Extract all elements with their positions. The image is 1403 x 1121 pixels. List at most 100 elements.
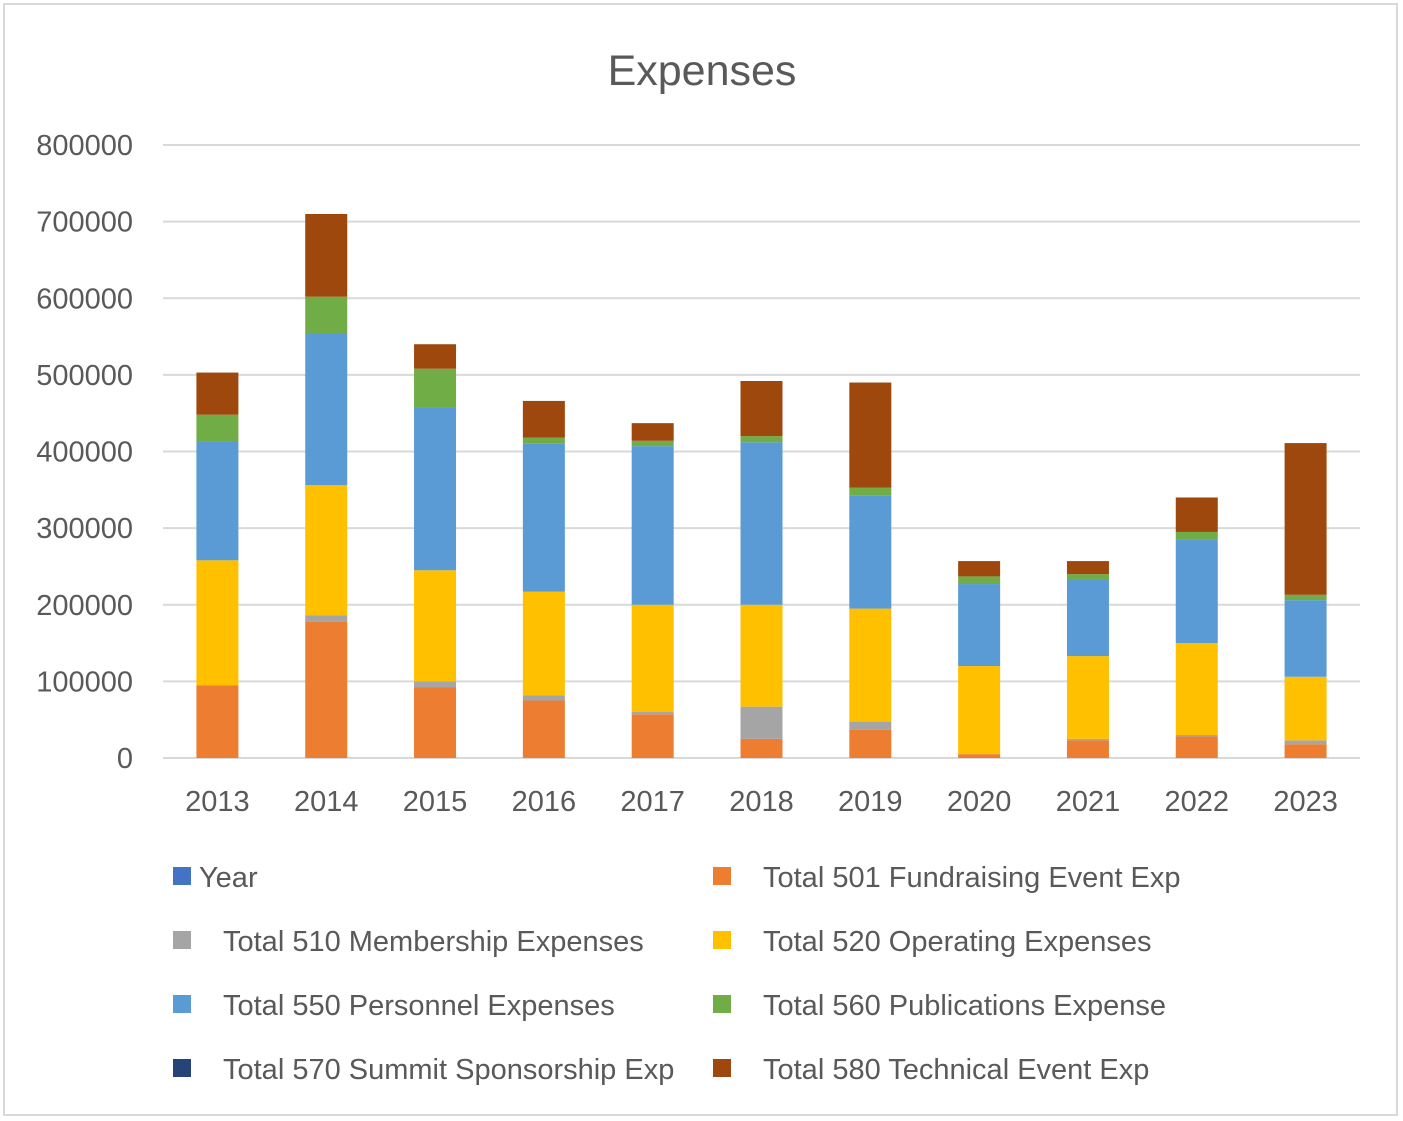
legend-swatch [713, 1059, 731, 1077]
x-tick-label: 2020 [947, 786, 1012, 818]
bar-segment [1066, 579, 1109, 657]
legend-label: Total 570 Summit Sponsorship Exp [223, 1054, 674, 1086]
bar-segment [522, 437, 565, 444]
legend-label: Total 550 Personnel Expenses [223, 990, 615, 1022]
bar-segment [1066, 740, 1109, 758]
bar-segment [522, 700, 565, 758]
bar-segment [849, 487, 892, 496]
y-axis-ticks: 0 100000 200000 300000 400000 500000 600000 700… [36, 130, 133, 775]
legend-swatch [173, 867, 191, 885]
bars [196, 213, 1327, 758]
bar-segment [1175, 539, 1218, 644]
legend-swatch [713, 867, 731, 885]
bar-segment [414, 681, 457, 688]
x-tick-label: 2018 [729, 786, 794, 818]
bar-segment [631, 714, 674, 758]
bar-segment [1175, 497, 1218, 532]
y-tick-label: 500000 [36, 360, 133, 392]
bar-segment [958, 561, 1001, 577]
y-tick-label: 0 [117, 743, 133, 775]
bar-segment [740, 604, 783, 707]
legend-label: Total 501 Fundraising Event Exp [763, 862, 1181, 894]
bar-segment [1066, 738, 1109, 741]
bar-segment [1284, 594, 1327, 601]
bar-segment [414, 368, 457, 408]
bar-segment [1066, 656, 1109, 739]
bar-segment [958, 576, 1001, 585]
legend-label: Total 510 Membership Expenses [223, 926, 644, 958]
bar-segment [849, 495, 892, 609]
chart-frame: Expenses 0 100000 200000 300000 400000 500000… [3, 3, 1398, 1116]
legend-swatch [173, 1059, 191, 1077]
legend-label: Total 560 Publications Expense [763, 990, 1166, 1022]
chart-title: Expenses [608, 47, 797, 95]
bar-segment [1284, 676, 1327, 741]
bar-segment [631, 440, 674, 447]
bar-segment [849, 608, 892, 722]
bar-segment [196, 685, 239, 758]
y-tick-label: 400000 [36, 437, 133, 469]
x-tick-label: 2017 [620, 786, 685, 818]
bar-segment [522, 591, 565, 696]
bar-segment [631, 712, 674, 715]
bar-segment [958, 584, 1001, 667]
bar-segment [849, 382, 892, 488]
bar-segment [414, 687, 457, 758]
bar-segment [196, 560, 239, 686]
bar-segment [522, 443, 565, 592]
bar-segment [305, 296, 348, 334]
legend-swatch [173, 931, 191, 949]
bar-segment [196, 372, 239, 415]
bar-segment [631, 423, 674, 441]
bar-segment [414, 344, 457, 369]
x-axis-ticks: 2013 2014 2015 2016 2017 2018 2019 2020 2021 2022… [185, 786, 1338, 818]
expenses-chart: Expenses 0 100000 200000 300000 400000 500000… [36, 47, 1360, 1086]
x-tick-label: 2019 [838, 786, 903, 818]
bar-segment [1066, 561, 1109, 575]
bar-segment [522, 695, 565, 701]
bar-segment [740, 738, 783, 758]
bar-segment [740, 442, 783, 605]
bar-segment [305, 615, 348, 622]
bar-segment [1284, 744, 1327, 758]
bar-segment [740, 706, 783, 739]
bar-segment [196, 414, 239, 442]
bar-segment [196, 441, 239, 561]
legend-label: Total 520 Operating Expenses [763, 926, 1152, 958]
legend-swatch [173, 995, 191, 1013]
legend: Year Total 501 Fundraising Event Exp Total… [173, 862, 1181, 1086]
bar-segment [958, 754, 1001, 758]
y-tick-label: 700000 [36, 207, 133, 239]
bar-segment [522, 400, 565, 438]
bar-segment [1066, 574, 1109, 580]
legend-swatch [713, 931, 731, 949]
x-tick-label: 2021 [1056, 786, 1121, 818]
bar-segment [305, 621, 348, 758]
y-tick-label: 300000 [36, 513, 133, 545]
bar-segment [631, 604, 674, 713]
bar-segment [631, 446, 674, 605]
bar-segment [305, 333, 348, 486]
bar-segment [1175, 531, 1218, 540]
x-tick-label: 2014 [294, 786, 359, 818]
legend-swatch [713, 995, 731, 1013]
y-tick-label: 100000 [36, 666, 133, 698]
bar-segment [1175, 643, 1218, 736]
bar-segment [849, 721, 892, 730]
bar-segment [1284, 740, 1327, 745]
bar-segment [1175, 736, 1218, 758]
y-tick-label: 800000 [36, 130, 133, 162]
y-tick-label: 600000 [36, 283, 133, 315]
x-tick-label: 2015 [403, 786, 468, 818]
x-tick-label: 2023 [1273, 786, 1338, 818]
legend-label: Year [199, 862, 258, 894]
x-tick-label: 2013 [185, 786, 250, 818]
bar-segment [1284, 443, 1327, 595]
bar-segment [958, 666, 1001, 755]
bar-segment [1284, 600, 1327, 677]
bar-segment [740, 436, 783, 443]
bar-segment [305, 213, 348, 297]
bar-segment [740, 381, 783, 437]
bar-segment [414, 407, 457, 571]
y-tick-label: 200000 [36, 590, 133, 622]
